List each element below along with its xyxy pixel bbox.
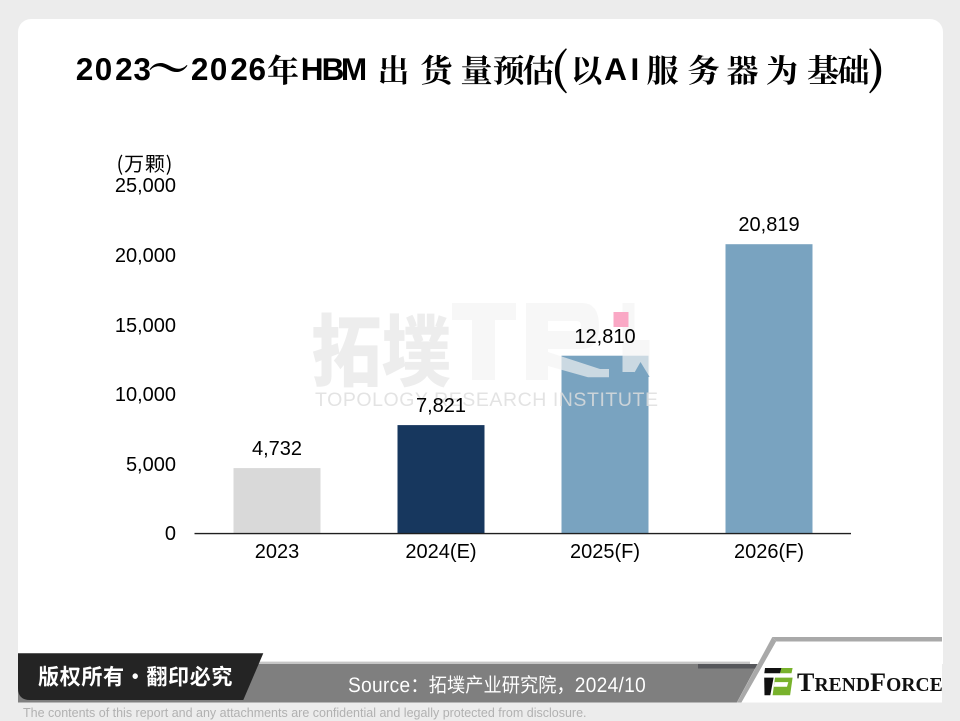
- bar-value-label-2023: 4,732: [251, 438, 303, 461]
- bar-2024(E): [397, 425, 485, 534]
- page-title-glyphs: [76, 48, 882, 94]
- y-tick-label-10,000: 10,000: [114, 384, 176, 407]
- x-category-label-2025(F): 2025(F): [569, 541, 641, 564]
- footer-logo-panel-slant-border: [737, 637, 777, 703]
- logo-letters: REND: [814, 675, 871, 696]
- trendforce-logo-mark: [764, 668, 793, 696]
- pink-square-marker: [613, 312, 629, 327]
- copyright-badge-glyphs: [38, 665, 232, 687]
- watermark-monogram: [452, 303, 650, 380]
- bar-value-label-2025(F): 12,810: [574, 325, 636, 348]
- y-tick-label-20,000: 20,000: [114, 245, 176, 267]
- footer-logo-panel: [741, 641, 942, 703]
- bar-2023: [233, 468, 321, 534]
- copyright-badge-shape: [18, 653, 264, 700]
- watermark-cjk: [312, 312, 450, 388]
- y-tick-label-5,000: 5,000: [125, 453, 176, 476]
- y-axis-unit-glyphs: [118, 154, 171, 175]
- footer-band-highlight: [250, 661, 750, 665]
- source-text: [348, 675, 645, 695]
- bars-group: [233, 244, 813, 534]
- footer-logo-panel-top-border: [772, 637, 942, 642]
- y-tick-label-0: 0: [164, 523, 176, 546]
- copyright-badge-text: [38, 665, 232, 687]
- logo-letters: ORCE: [886, 675, 943, 696]
- logo-mark-topbar-black: [764, 668, 782, 674]
- page-title: [76, 48, 882, 94]
- watermark-latin: TOPOLOGY RESEARCH INSTITUTE: [315, 388, 659, 411]
- x-category-label-2023: 2023: [254, 541, 300, 564]
- logo-mark-f-slash-white: [773, 682, 789, 687]
- watermark-monogram-notch: [632, 362, 650, 377]
- x-category-label-2026(F): 2026(F): [733, 541, 805, 564]
- disclaimer-text: The contents of this report and any atta…: [23, 705, 587, 720]
- logo-mark-topbar-green: [780, 668, 793, 674]
- logo-letter: T: [797, 668, 815, 697]
- source-text-glyphs: [348, 675, 645, 695]
- y-tick-label-25,000: 25,000: [114, 175, 176, 198]
- bar-value-label-2024(E): 7,821: [415, 395, 467, 418]
- bar-value-label-2026(F): 20,819: [738, 214, 800, 237]
- y-tick-label-15,000: 15,000: [114, 314, 176, 337]
- footer-band-fold-shadow: [698, 664, 758, 669]
- x-category-label-2024(E): 2024(E): [405, 541, 477, 564]
- logo-mark-stem-black: [764, 677, 774, 696]
- trendforce-logo-text: TRENDFORCE: [797, 669, 943, 696]
- y-axis-unit-label: [118, 154, 171, 175]
- bar-2026(F): [725, 244, 813, 534]
- bar-2025(F): [561, 355, 649, 534]
- logo-letter: F: [870, 668, 887, 697]
- watermark-group: [312, 303, 650, 388]
